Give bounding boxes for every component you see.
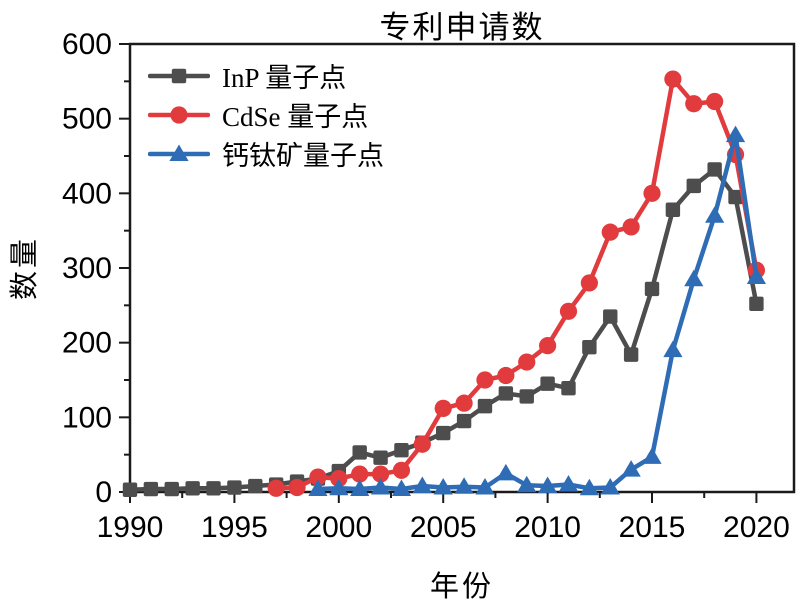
svg-text:2000: 2000 xyxy=(305,511,372,544)
cdse-series-marker-icon xyxy=(148,105,210,124)
svg-text:100: 100 xyxy=(62,401,112,434)
svg-text:400: 400 xyxy=(62,177,112,210)
legend-label: InP 量子点 xyxy=(222,63,347,93)
chart-title: 专利申请数 xyxy=(379,10,545,45)
inp-series-marker-icon xyxy=(148,68,210,83)
svg-text:2010: 2010 xyxy=(514,511,581,544)
svg-text:2015: 2015 xyxy=(619,511,686,544)
perovskite-series-marker-icon xyxy=(148,144,210,161)
legend-label: CdSe 量子点 xyxy=(222,102,369,132)
legend-label: 钙钛矿量子点 xyxy=(222,141,384,171)
legend-item-inp: InP 量子点 xyxy=(148,56,384,95)
legend-item-perovskite: 钙钛矿量子点 xyxy=(148,134,384,173)
svg-text:300: 300 xyxy=(62,252,112,285)
legend: InP 量子点 CdSe 量子点 钙钛矿量子点 xyxy=(148,56,384,173)
svg-text:200: 200 xyxy=(62,327,112,360)
svg-text:2005: 2005 xyxy=(410,511,477,544)
svg-text:1995: 1995 xyxy=(201,511,268,544)
svg-text:0: 0 xyxy=(95,476,112,509)
x-axis-title: 年份 xyxy=(429,571,494,603)
svg-text:1990: 1990 xyxy=(97,511,164,544)
svg-text:500: 500 xyxy=(62,103,112,136)
svg-text:2020: 2020 xyxy=(723,511,790,544)
svg-text:600: 600 xyxy=(62,28,112,61)
legend-item-cdse: CdSe 量子点 xyxy=(148,95,384,134)
